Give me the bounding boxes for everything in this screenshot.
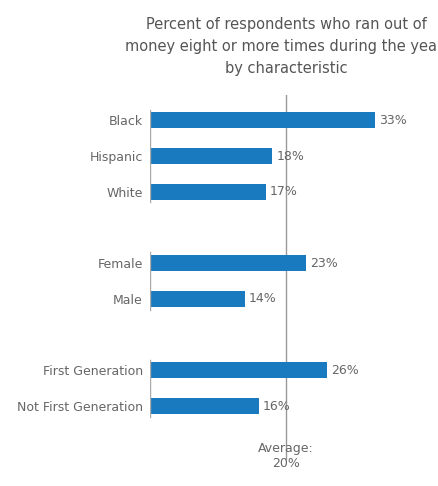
Text: 23%: 23% <box>310 257 338 270</box>
Text: 17%: 17% <box>269 185 297 198</box>
Text: 26%: 26% <box>330 364 358 377</box>
Text: 14%: 14% <box>249 293 276 305</box>
Text: 16%: 16% <box>262 399 290 413</box>
Text: Average:
20%: Average: 20% <box>258 442 313 470</box>
Text: 18%: 18% <box>276 150 304 162</box>
Bar <box>149 184 265 200</box>
Title: Percent of respondents who ran out of
money eight or more times during the year,: Percent of respondents who ran out of mo… <box>124 17 438 76</box>
Bar <box>149 291 244 307</box>
Bar <box>149 112 374 128</box>
Bar <box>149 398 258 414</box>
Bar <box>149 148 272 164</box>
Text: 33%: 33% <box>378 114 406 127</box>
Bar <box>149 255 306 271</box>
Bar <box>149 363 326 379</box>
